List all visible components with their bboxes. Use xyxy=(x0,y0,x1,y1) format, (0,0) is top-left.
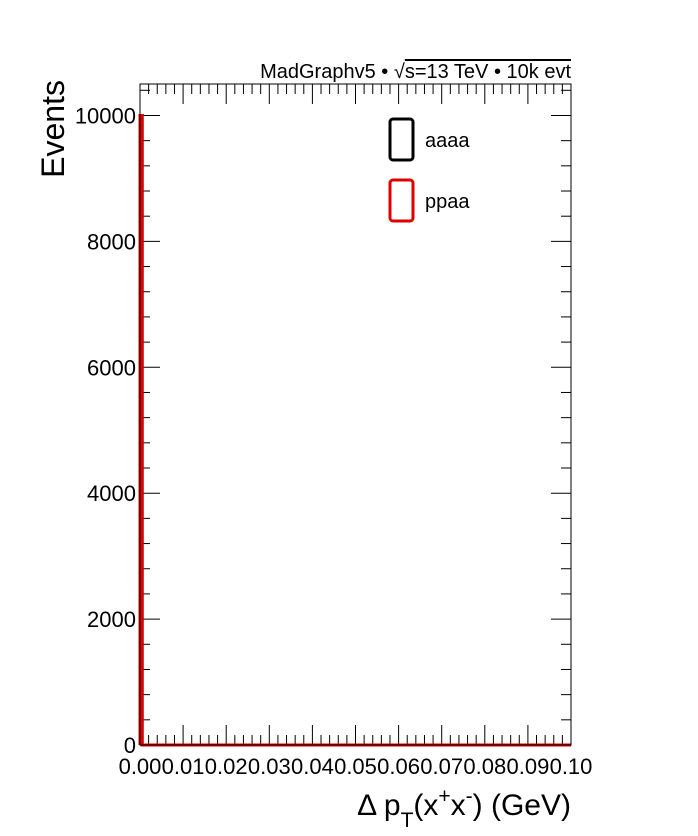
histogram-series-aaaa xyxy=(138,113,571,747)
histogram-series xyxy=(138,113,571,747)
x-axis-label: Δ pT(x+x-) (GeV) xyxy=(357,785,571,832)
plot-frame xyxy=(139,83,572,746)
legend-swatch-ppaa xyxy=(388,178,415,223)
x-tick-label: 0.02 xyxy=(205,754,248,779)
x-tick-label: 0.08 xyxy=(463,754,506,779)
title-prefix: MadGraphv5 • xyxy=(260,61,394,83)
title-sqrt: √ xyxy=(394,61,405,83)
legend-label-aaaa: aaaa xyxy=(425,130,470,152)
legend: aaaa ppaa xyxy=(388,117,470,223)
x-tick-label: 0.07 xyxy=(420,754,463,779)
axis-ticks xyxy=(139,84,572,746)
x-tick-label: 0.09 xyxy=(506,754,549,779)
x-tick-label: 0.04 xyxy=(291,754,334,779)
y-tick-label: 4000 xyxy=(87,481,136,506)
y-tick-label: 8000 xyxy=(87,229,136,254)
x-tick-label: 0.01 xyxy=(162,754,205,779)
y-tick-label: 6000 xyxy=(87,355,136,380)
chart-title: MadGraphv5 • √s=13 TeV • 10k evt xyxy=(260,61,571,83)
y-tick-label: 2000 xyxy=(87,607,136,632)
y-tick-labels: 0 2000 4000 6000 8000 10000 xyxy=(75,103,136,758)
y-tick-label: 0 xyxy=(124,733,136,758)
x-tick-label: 0.03 xyxy=(248,754,291,779)
legend-swatch-aaaa xyxy=(388,117,415,162)
histogram-series-ppaa xyxy=(138,113,571,747)
x-tick-label: 0.00 xyxy=(119,754,162,779)
x-tick-label: 0.10 xyxy=(550,754,593,779)
x-tick-label: 0.06 xyxy=(377,754,420,779)
y-tick-label: 10000 xyxy=(75,103,136,128)
x-tick-labels: 0.00 0.01 0.02 0.03 0.04 0.05 0.06 0.07 0.08 0.09… xyxy=(119,754,593,779)
y-axis-label: Events xyxy=(35,80,71,178)
title-energy: s=13 TeV • 10k evt xyxy=(405,61,572,83)
x-tick-label: 0.05 xyxy=(334,754,377,779)
legend-label-ppaa: ppaa xyxy=(425,191,470,213)
